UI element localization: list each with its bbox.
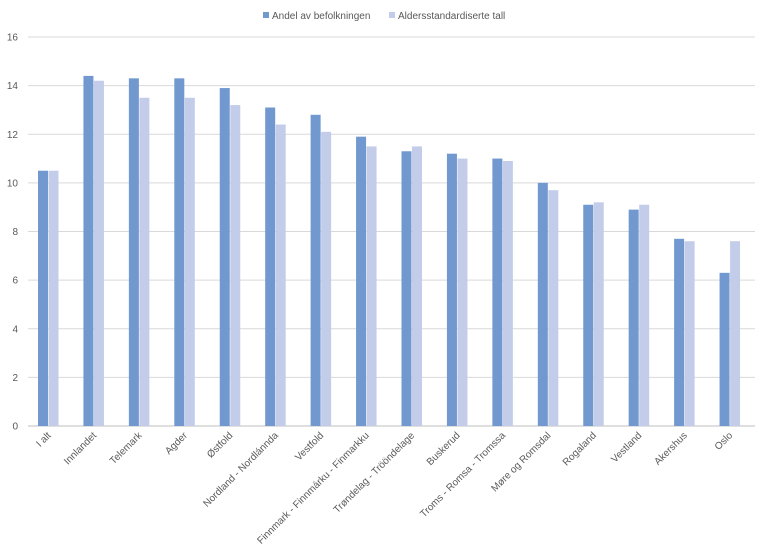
- bar-aldersstandardisert: [684, 241, 695, 426]
- y-tick-label: 0: [12, 422, 18, 433]
- bar-andel: [583, 204, 594, 426]
- legend-label: Andel av befolkningen: [272, 11, 370, 22]
- bar-aldersstandardisert: [457, 158, 468, 426]
- bar-andel: [674, 238, 685, 426]
- bar-aldersstandardisert: [139, 97, 150, 426]
- x-tick-label: Agder: [163, 430, 190, 457]
- bar-andel: [38, 170, 48, 426]
- bar-aldersstandardisert: [730, 241, 741, 426]
- bar-andel: [628, 209, 639, 426]
- bar-aldersstandardisert: [639, 204, 650, 426]
- bar-andel: [83, 75, 94, 427]
- bar-aldersstandardisert: [230, 105, 241, 426]
- bar-aldersstandardisert: [412, 146, 422, 426]
- bar-aldersstandardisert: [366, 146, 377, 426]
- x-tick-label: Østfold: [205, 430, 235, 460]
- y-tick-label: 16: [7, 33, 19, 44]
- bar-aldersstandardisert: [184, 97, 195, 426]
- bar-andel: [492, 158, 503, 426]
- y-tick-label: 10: [7, 178, 19, 189]
- x-tick-label: I alt: [34, 430, 53, 449]
- y-tick-label: 6: [12, 276, 18, 287]
- y-tick-label: 4: [12, 324, 18, 335]
- y-tick-label: 12: [7, 130, 19, 141]
- x-tick-label: Buskerud: [425, 430, 463, 468]
- bar-aldersstandardisert: [502, 160, 513, 426]
- x-tick-label: Telemark: [108, 430, 145, 467]
- bar-andel: [310, 114, 321, 427]
- y-tick-label: 2: [12, 373, 18, 384]
- x-tick-label: Troms - Romsa - Tromssa: [418, 430, 508, 520]
- bar-andel: [128, 78, 139, 427]
- bar-andel: [537, 182, 548, 426]
- bar-aldersstandardisert: [321, 131, 332, 426]
- x-tick-label: Trøndelag - Trööndelage: [332, 430, 418, 516]
- legend-label: Aldersstandardiserte tall: [398, 11, 505, 22]
- bar-andel: [356, 136, 367, 426]
- bar-aldersstandardisert: [93, 80, 104, 426]
- bar-aldersstandardisert: [593, 202, 604, 426]
- bar-andel: [174, 78, 185, 427]
- bar-aldersstandardisert: [48, 170, 59, 426]
- y-tick-label: 14: [7, 81, 19, 92]
- x-tick-label: Vestland: [609, 430, 644, 465]
- bar-andel: [401, 151, 412, 427]
- y-axis: 0 2 4 6 8 10 12 14 16: [7, 33, 19, 433]
- bar-andel: [219, 88, 230, 427]
- x-tick-label: Oslo: [713, 430, 736, 453]
- bar-aldersstandardisert: [548, 190, 559, 426]
- x-tick-label: Innlandet: [62, 430, 99, 467]
- bar-andel: [719, 272, 730, 426]
- bar-aldersstandardisert: [275, 124, 286, 427]
- y-tick-label: 8: [12, 227, 18, 238]
- bar-andel: [446, 153, 457, 426]
- legend: Andel av befolkningen Aldersstandardisert…: [263, 11, 505, 22]
- x-tick-label: Akershus: [652, 430, 689, 467]
- legend-swatch: [263, 12, 269, 18]
- x-tick-label: Rogaland: [561, 430, 599, 468]
- x-tick-label: Vestfold: [293, 430, 326, 463]
- x-tick-label: Nordland - Nordlánnda: [201, 430, 281, 510]
- bar-andel: [265, 107, 276, 426]
- bars: [38, 75, 741, 427]
- x-axis: I alt Innlandet Telemark Agder ØstfoldNordla…: [34, 430, 735, 547]
- legend-swatch: [389, 12, 395, 18]
